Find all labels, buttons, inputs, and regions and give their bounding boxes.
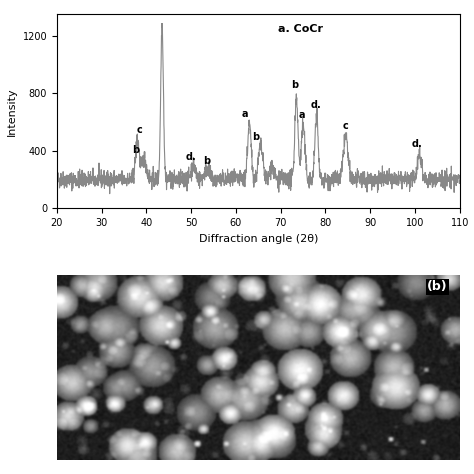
Text: b: b (292, 81, 299, 91)
Text: a. CoCr: a. CoCr (279, 24, 323, 34)
Text: c: c (137, 125, 143, 135)
Text: b: b (253, 132, 260, 142)
Text: (b): (b) (427, 280, 447, 293)
Text: d.: d. (186, 153, 197, 163)
X-axis label: Diffraction angle (2θ): Diffraction angle (2θ) (199, 234, 318, 244)
Text: a: a (242, 109, 248, 119)
Y-axis label: Intensity: Intensity (7, 87, 17, 136)
Text: d.: d. (310, 100, 321, 110)
Text: c: c (343, 121, 348, 131)
Text: a: a (299, 110, 305, 120)
Text: b: b (132, 145, 139, 155)
Text: d.: d. (412, 139, 423, 149)
Text: b: b (203, 156, 210, 166)
